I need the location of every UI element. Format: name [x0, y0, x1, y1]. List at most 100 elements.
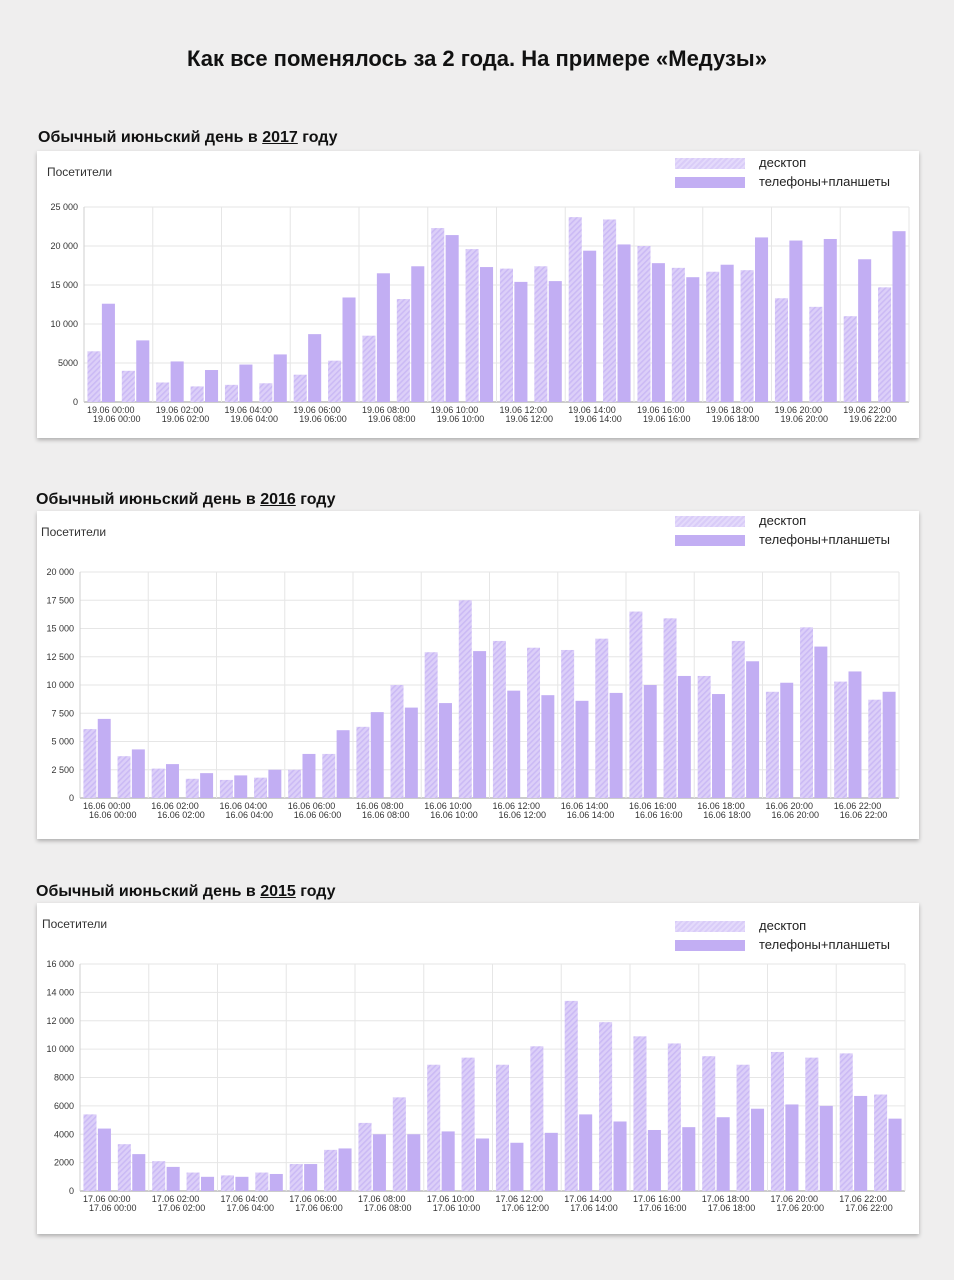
bar-mobile — [235, 1176, 249, 1191]
bar-mobile — [651, 263, 665, 402]
bar-desktop — [492, 640, 506, 798]
bar-mobile — [643, 685, 657, 798]
y-tick-label: 0 — [69, 793, 74, 803]
y-tick-label: 15 000 — [50, 280, 78, 290]
x-tick-label: 19.06 16:00 — [643, 414, 691, 424]
bar-mobile — [438, 703, 452, 798]
x-tick-label: 19.06 00:00 — [87, 405, 135, 415]
bar-desktop — [186, 1172, 200, 1191]
bar-desktop — [765, 691, 779, 798]
legend-swatch-desktop — [675, 158, 745, 169]
chart-panel-2016: Посетители десктоп телефоны+планшеты 0 2 … — [37, 511, 919, 839]
bar-mobile — [302, 753, 316, 798]
chart-panel-2015: Посетители десктоп телефоны+планшеты 0 20… — [37, 903, 919, 1234]
chart-title-year: 2015 — [260, 883, 296, 900]
bar-mobile — [548, 281, 562, 402]
bar-desktop — [87, 351, 101, 402]
bar-mobile — [376, 273, 390, 402]
bar-mobile — [338, 1148, 352, 1191]
bar-mobile — [97, 1128, 111, 1191]
x-tick-label: 19.06 04:00 — [225, 405, 273, 415]
bar-desktop — [878, 287, 892, 402]
bar-mobile — [892, 231, 906, 402]
legend-swatch-desktop — [675, 921, 745, 932]
bar-mobile — [814, 646, 828, 798]
bar-desktop — [254, 777, 268, 798]
bar-mobile — [882, 691, 896, 798]
x-tick-label: 19.06 02:00 — [156, 405, 204, 415]
x-tick-label: 19.06 10:00 — [437, 414, 485, 424]
bar-chart-2016: 0 2 500 5 000 7 500 10 000 12 500 15 000 17 500… — [46, 567, 900, 820]
chart-title-2015: Обычный июньский день в 2015 году — [36, 883, 336, 901]
chart-title-prefix: Обычный июньский день в — [36, 491, 261, 508]
bar-desktop — [633, 1036, 647, 1191]
x-tick-label: 16.06 20:00 — [766, 801, 814, 811]
chart-title-2016: Обычный июньский день в 2016 году — [36, 491, 336, 509]
x-tick-label: 16.06 04:00 — [226, 810, 274, 820]
x-tick-label: 16.06 06:00 — [288, 801, 336, 811]
y-tick-label: 10 000 — [46, 1044, 74, 1054]
x-tick-label: 17.06 10:00 — [433, 1203, 481, 1213]
page-title: Как все поменялось за 2 года. На примере… — [187, 46, 767, 71]
bar-mobile — [583, 250, 597, 402]
bar-desktop — [770, 1051, 784, 1191]
bar-desktop — [356, 726, 370, 798]
y-tick-label: 2000 — [54, 1158, 74, 1168]
legend-label-desktop: десктоп — [759, 513, 807, 528]
y-tick-label: 14 000 — [46, 987, 74, 997]
x-tick-label: 19.06 14:00 — [568, 405, 616, 415]
bar-mobile — [269, 1173, 283, 1191]
bar-desktop — [465, 249, 479, 402]
bar-mobile — [234, 775, 248, 798]
bar-mobile — [404, 707, 418, 798]
bar-mobile — [370, 712, 384, 798]
bar-desktop — [809, 306, 823, 402]
bar-mobile — [617, 244, 631, 402]
bar-mobile — [200, 773, 214, 798]
y-tick-label: 10 000 — [50, 319, 78, 329]
x-tick-label: 19.06 00:00 — [93, 414, 141, 424]
x-tick-label: 19.06 02:00 — [162, 414, 210, 424]
bar-desktop — [868, 699, 882, 798]
bar-desktop — [156, 382, 170, 402]
bar-desktop — [534, 266, 548, 402]
bar-desktop — [259, 383, 273, 402]
x-tick-label: 19.06 14:00 — [574, 414, 622, 424]
bar-desktop — [219, 779, 233, 798]
bar-mobile — [170, 361, 184, 402]
bar-mobile — [785, 1104, 799, 1191]
x-tick-label: 17.06 06:00 — [295, 1203, 343, 1213]
x-tick-label: 16.06 04:00 — [220, 801, 268, 811]
bar-mobile — [407, 1134, 421, 1191]
x-tick-label: 19.06 06:00 — [299, 414, 347, 424]
y-tick-label: 12 000 — [46, 1016, 74, 1026]
bar-desktop — [396, 299, 410, 402]
y-tick-label: 16 000 — [46, 959, 74, 969]
legend-label-mobile: телефоны+планшеты — [759, 174, 891, 189]
x-tick-label: 19.06 08:00 — [362, 405, 410, 415]
bar-desktop — [328, 360, 342, 402]
bar-desktop — [83, 729, 97, 798]
bar-desktop — [740, 270, 754, 402]
legend-label-mobile: телефоны+планшеты — [759, 937, 891, 952]
bar-desktop — [190, 386, 204, 402]
bar-desktop — [603, 219, 617, 402]
y-tick-label: 20 000 — [46, 567, 74, 577]
x-tick-label: 16.06 18:00 — [703, 810, 751, 820]
bar-desktop — [874, 1094, 888, 1191]
bar-desktop — [289, 1164, 303, 1191]
x-tick-label: 17.06 08:00 — [364, 1203, 412, 1213]
x-tick-label: 17.06 04:00 — [221, 1194, 269, 1204]
bar-desktop — [358, 1122, 372, 1191]
x-tick-label: 19.06 20:00 — [775, 405, 823, 415]
x-tick-label: 19.06 22:00 — [843, 405, 891, 415]
bar-desktop — [629, 611, 643, 798]
bar-mobile — [848, 671, 862, 798]
x-tick-label: 17.06 12:00 — [502, 1203, 550, 1213]
x-tick-label: 16.06 12:00 — [499, 810, 547, 820]
bar-mobile — [575, 700, 589, 798]
bar-mobile — [342, 297, 356, 402]
x-tick-label: 19.06 22:00 — [849, 414, 897, 424]
x-tick-label: 16.06 00:00 — [89, 810, 137, 820]
bar-desktop — [83, 1114, 97, 1191]
